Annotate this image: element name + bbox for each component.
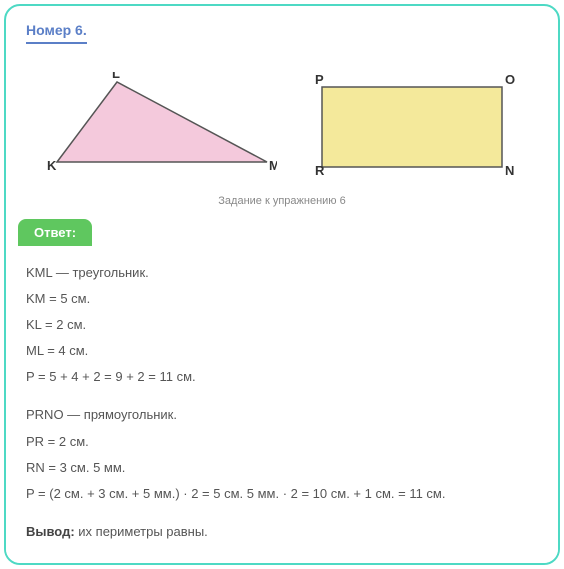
vertex-label-R: R bbox=[315, 163, 325, 178]
vertex-label-L: L bbox=[112, 72, 120, 81]
vertex-label-O: O bbox=[505, 72, 515, 87]
exercise-title: Номер 6. bbox=[26, 22, 87, 44]
exercise-card: Номер 6. K L M P O R N Задание к упражне… bbox=[4, 4, 560, 565]
answer-tab: Ответ: bbox=[18, 219, 92, 246]
answer-line: PR = 2 см. bbox=[26, 431, 538, 453]
triangle-shape bbox=[57, 82, 267, 162]
rectangle-figure: P O R N bbox=[307, 72, 517, 187]
spacer bbox=[26, 392, 538, 404]
vertex-label-K: K bbox=[47, 158, 57, 173]
answer-line: PRNO — прямоугольник. bbox=[26, 404, 538, 426]
answer-line: ML = 4 см. bbox=[26, 340, 538, 362]
answer-body: KML — треугольник. KM = 5 см. KL = 2 см.… bbox=[6, 246, 558, 563]
answer-section: Ответ: KML — треугольник. KM = 5 см. KL … bbox=[6, 219, 558, 563]
rectangle-svg: P O R N bbox=[307, 72, 517, 182]
answer-line: KML — треугольник. bbox=[26, 262, 538, 284]
conclusion-label: Вывод: bbox=[26, 524, 75, 539]
answer-line: KL = 2 см. bbox=[26, 314, 538, 336]
vertex-label-M: M bbox=[269, 158, 277, 173]
answer-line: RN = 3 см. 5 мм. bbox=[26, 457, 538, 479]
vertex-label-P: P bbox=[315, 72, 324, 87]
triangle-svg: K L M bbox=[47, 72, 277, 177]
answer-line: P = 5 + 4 + 2 = 9 + 2 = 11 см. bbox=[26, 366, 538, 388]
conclusion-line: Вывод: их периметры равны. bbox=[26, 521, 538, 543]
answer-line: P = (2 см. + 3 см. + 5 мм.) · 2 = 5 см. … bbox=[26, 483, 538, 505]
shapes-row: K L M P O R N bbox=[6, 52, 558, 195]
figure-caption: Задание к упражнению 6 bbox=[6, 195, 558, 219]
header-section: Номер 6. bbox=[6, 6, 558, 52]
spacer bbox=[26, 509, 538, 521]
triangle-figure: K L M bbox=[47, 72, 277, 187]
conclusion-text: их периметры равны. bbox=[75, 524, 208, 539]
answer-line: KM = 5 см. bbox=[26, 288, 538, 310]
rectangle-shape bbox=[322, 87, 502, 167]
vertex-label-N: N bbox=[505, 163, 514, 178]
